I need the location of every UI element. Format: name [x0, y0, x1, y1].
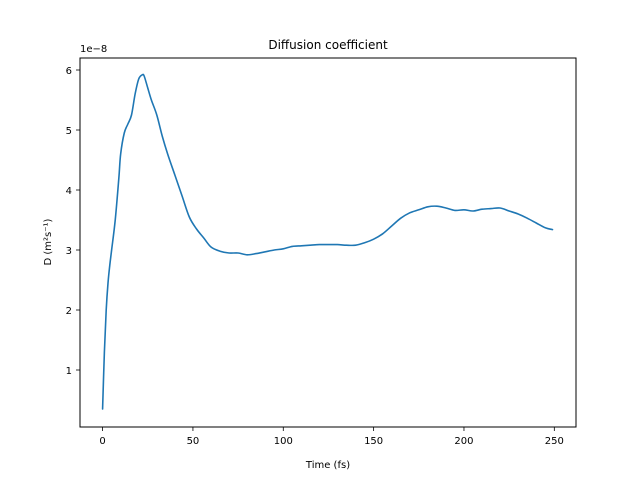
- series-line: [101, 73, 554, 410]
- x-tick-label: 250: [545, 436, 564, 447]
- y-axis-label: D (m²s⁻¹): [43, 218, 54, 265]
- y-tick-label: 5: [66, 126, 72, 137]
- plot-area-frame: [79, 57, 577, 428]
- chart-title: Diffusion coefficient: [268, 38, 388, 52]
- series-layer: [101, 73, 554, 410]
- y-tick-label: 4: [66, 186, 72, 197]
- x-tick-label: 150: [364, 436, 383, 447]
- y-scale-label: 1e−8: [80, 44, 107, 55]
- y-tick-label: 6: [66, 66, 72, 77]
- x-axis-label: Time (fs): [305, 460, 350, 471]
- x-axis: 0 50 100 150 200 250: [99, 427, 564, 447]
- y-tick-label: 3: [66, 246, 72, 257]
- y-axis: 1 2 3 4 5 6: [66, 66, 80, 377]
- x-tick-label: 200: [454, 436, 473, 447]
- x-tick-label: 100: [274, 436, 293, 447]
- x-tick-label: 50: [187, 436, 200, 447]
- y-tick-label: 1: [66, 366, 72, 377]
- y-tick-label: 2: [66, 306, 72, 317]
- x-tick-label: 0: [99, 436, 105, 447]
